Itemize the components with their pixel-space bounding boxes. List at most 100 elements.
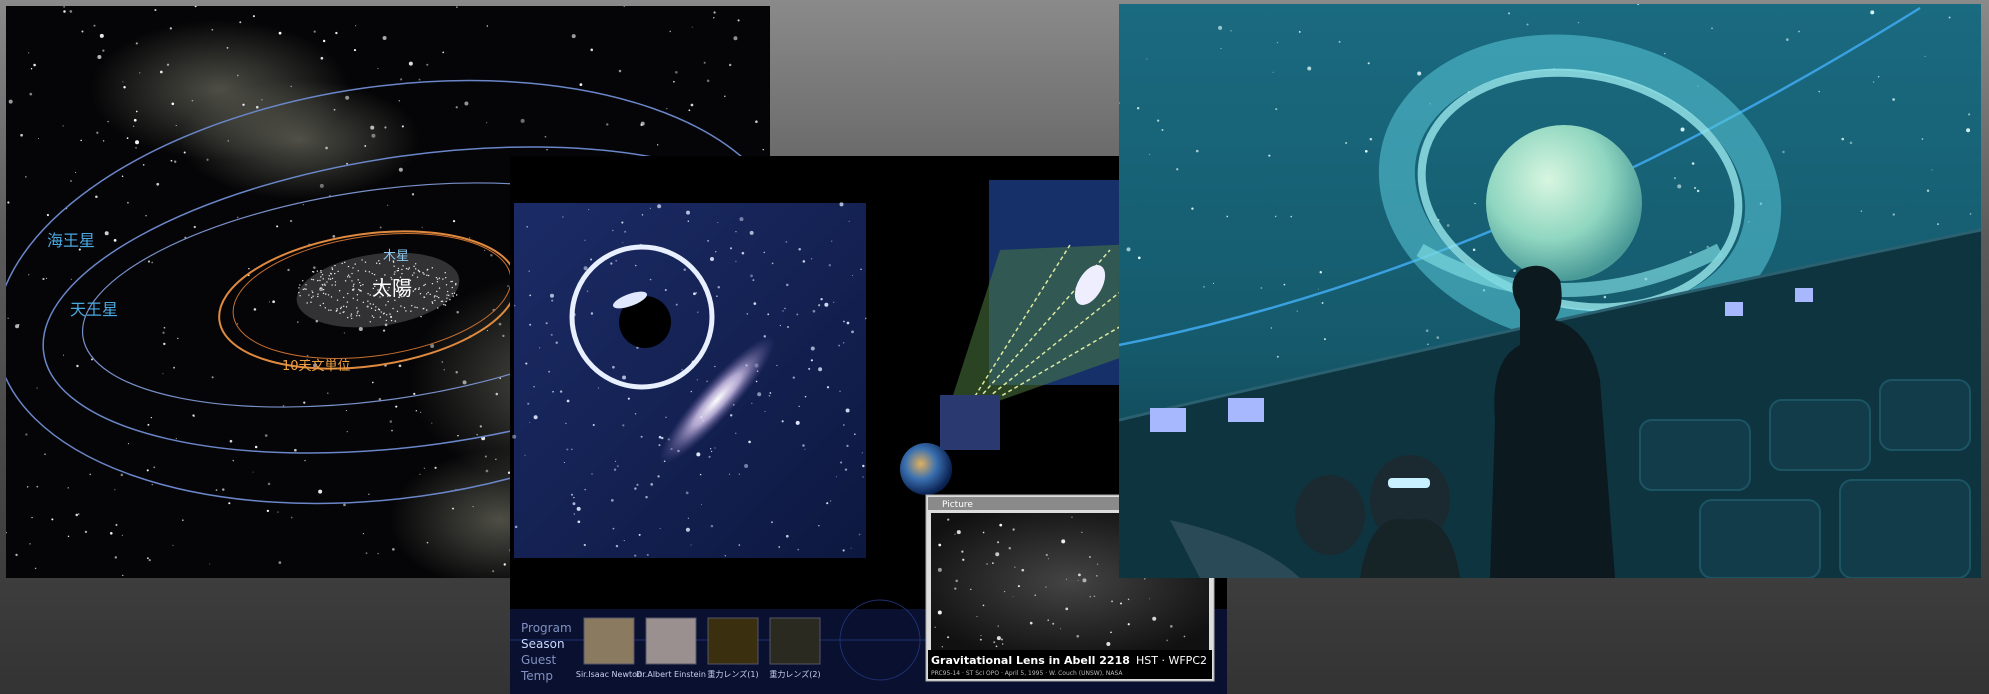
star [771,521,773,523]
star [826,502,828,504]
star [36,486,38,488]
star [529,422,530,423]
thumbnail[interactable] [584,618,634,664]
star [688,109,690,111]
star [571,448,573,450]
thumbnail[interactable] [770,618,820,664]
asteroid [317,296,318,297]
thumbnail[interactable] [708,618,758,664]
star [216,489,218,491]
star [611,499,614,502]
star [693,292,696,295]
star [696,292,697,293]
star [495,459,496,460]
star [97,55,101,59]
asteroid [326,281,327,282]
star [750,231,754,235]
asteroid [402,265,403,266]
star [692,27,693,28]
asteroid [323,303,324,304]
star [635,265,636,266]
star [782,310,783,311]
star [1932,169,1933,170]
asteroid [411,305,412,306]
star [862,452,863,453]
asteroid [336,310,337,311]
star [682,369,683,370]
star [782,420,784,422]
star [686,528,690,532]
asteroid [304,288,305,289]
thumbnail[interactable] [646,618,696,664]
star [566,449,568,451]
star [617,465,619,467]
star [253,15,255,17]
star [135,140,139,144]
star [1002,643,1003,644]
star [151,262,153,264]
star [176,438,177,439]
star [121,474,124,477]
star [803,260,806,263]
star [100,34,104,38]
asteroid [370,294,371,295]
star [955,580,957,582]
star [363,533,364,534]
asteroid [310,302,311,303]
asteroid [373,317,374,318]
star [139,72,140,73]
star [715,251,716,252]
asteroid [391,320,392,321]
star [983,605,985,607]
asteroid [334,273,335,274]
star [567,400,570,403]
star [1527,23,1529,25]
star [1097,563,1098,564]
star [107,121,108,122]
asteroid [357,299,358,300]
star [1345,142,1347,144]
star [384,126,386,128]
star [1120,603,1122,605]
asteroid [322,274,323,275]
star [714,447,715,448]
star [772,263,774,265]
star [1694,187,1696,189]
star [995,552,999,556]
asteroid [378,260,379,261]
star [980,635,981,636]
star [526,226,528,228]
star [713,17,714,18]
asteroid [348,266,349,267]
star [1277,42,1278,43]
star [593,424,595,426]
star [123,86,125,88]
asteroid [330,279,331,280]
star [1861,210,1862,211]
star [1297,311,1298,312]
star [267,510,269,512]
asteroid [453,295,454,296]
asteroid [386,314,387,315]
star [1878,76,1880,78]
asteroid [305,288,306,289]
asteroid [437,278,438,279]
star [453,220,455,222]
star [400,78,402,80]
asteroid [445,272,446,273]
star [136,111,138,113]
asteroid [445,301,446,302]
asteroid [335,284,336,285]
star [78,513,80,515]
asteroid [443,304,444,305]
star [645,496,648,499]
star [487,330,488,331]
star [1166,640,1168,642]
star [431,423,432,424]
star [456,6,458,8]
star [1474,203,1475,204]
asteroid [419,287,420,288]
star [661,437,663,439]
star [776,365,777,366]
star [170,27,172,29]
